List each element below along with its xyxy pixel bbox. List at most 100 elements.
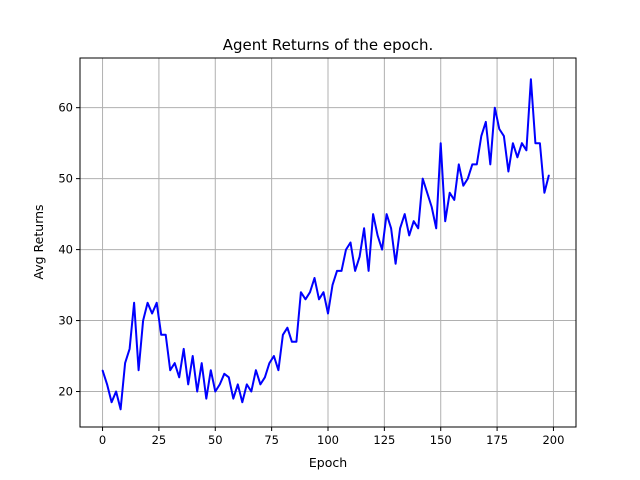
- data-point: [147, 302, 149, 304]
- data-point: [313, 277, 316, 279]
- data-point: [525, 149, 528, 151]
- data-point: [201, 362, 203, 364]
- data-point: [534, 142, 537, 144]
- x-tick-label: 125: [373, 433, 395, 447]
- data-point: [444, 220, 446, 222]
- x-tick-label: 175: [486, 433, 508, 447]
- data-point: [516, 156, 519, 158]
- data-point: [223, 373, 225, 375]
- data-point: [264, 376, 266, 378]
- data-point: [183, 348, 185, 350]
- data-point: [372, 213, 374, 215]
- data-point: [268, 362, 270, 364]
- data-point: [349, 241, 352, 244]
- data-point: [453, 199, 455, 201]
- data-point: [241, 401, 243, 403]
- x-axis-label: Epoch: [309, 455, 347, 470]
- data-point: [232, 398, 234, 400]
- data-point: [340, 270, 343, 272]
- data-point: [255, 369, 257, 371]
- data-point: [521, 142, 523, 144]
- data-point: [413, 220, 415, 222]
- data-point: [309, 291, 311, 293]
- data-point: [129, 348, 131, 350]
- data-point: [273, 355, 275, 357]
- data-point: [417, 227, 419, 229]
- data-point: [462, 185, 464, 187]
- data-point: [512, 142, 514, 144]
- data-point: [530, 78, 532, 80]
- data-point: [498, 128, 500, 130]
- data-point: [377, 234, 379, 236]
- data-point: [291, 341, 293, 343]
- data-point: [485, 121, 487, 123]
- y-tick-label: 50: [58, 172, 73, 186]
- data-point: [467, 178, 469, 180]
- series-layer: [101, 78, 550, 411]
- data-point: [174, 362, 176, 364]
- data-point: [322, 291, 325, 293]
- data-point: [205, 398, 207, 400]
- x-tick-label: 0: [99, 433, 106, 447]
- data-point: [331, 284, 334, 286]
- data-point: [359, 256, 361, 258]
- x-tick-label: 150: [430, 433, 452, 447]
- data-point: [386, 213, 388, 215]
- data-point: [548, 174, 550, 176]
- data-point: [345, 249, 347, 251]
- data-point: [106, 383, 108, 385]
- data-point: [449, 192, 451, 194]
- data-point: [336, 270, 338, 272]
- grid: [80, 58, 576, 427]
- x-tick-label: 25: [152, 433, 167, 447]
- data-point: [408, 234, 410, 236]
- data-point: [246, 383, 248, 385]
- data-point: [165, 334, 167, 336]
- data-point: [228, 376, 230, 378]
- data-point: [399, 227, 401, 229]
- y-axis-label: Avg Returns: [31, 204, 46, 279]
- x-tick-label: 75: [264, 433, 279, 447]
- data-point: [476, 163, 478, 165]
- data-point: [101, 369, 104, 371]
- data-point: [295, 341, 297, 343]
- y-axis-ticks: 20 30 40 50 60: [58, 101, 80, 399]
- data-point: [354, 270, 356, 272]
- data-point: [304, 298, 307, 300]
- data-point: [142, 320, 144, 322]
- data-point: [210, 369, 212, 371]
- data-point: [160, 334, 162, 336]
- data-point: [318, 298, 320, 300]
- data-point: [120, 408, 122, 410]
- data-point: [115, 390, 117, 393]
- data-point: [368, 270, 370, 272]
- series-line: [101, 78, 550, 411]
- data-point: [277, 369, 279, 371]
- data-point: [282, 334, 284, 336]
- data-point: [124, 362, 126, 364]
- data-point: [151, 312, 153, 315]
- data-point: [237, 383, 239, 385]
- data-point: [395, 263, 397, 265]
- data-point: [259, 383, 261, 385]
- data-point: [422, 178, 424, 180]
- y-tick-label: 40: [58, 243, 73, 257]
- data-point: [111, 401, 113, 403]
- data-point: [404, 213, 406, 215]
- data-point: [381, 249, 383, 251]
- data-point: [543, 192, 546, 194]
- data-point: [300, 291, 302, 293]
- data-point: [480, 135, 482, 137]
- x-axis-ticks: 0 25 50 75 100 125 150 175 200: [99, 427, 564, 447]
- data-point: [431, 206, 433, 208]
- chart-title: Agent Returns of the epoch.: [223, 36, 434, 54]
- data-point: [219, 383, 221, 385]
- data-point: [178, 376, 180, 378]
- data-point: [507, 170, 509, 173]
- data-point: [169, 369, 171, 371]
- y-tick-label: 20: [58, 385, 73, 399]
- data-point: [192, 355, 194, 357]
- data-point: [471, 163, 473, 165]
- data-point: [539, 142, 541, 144]
